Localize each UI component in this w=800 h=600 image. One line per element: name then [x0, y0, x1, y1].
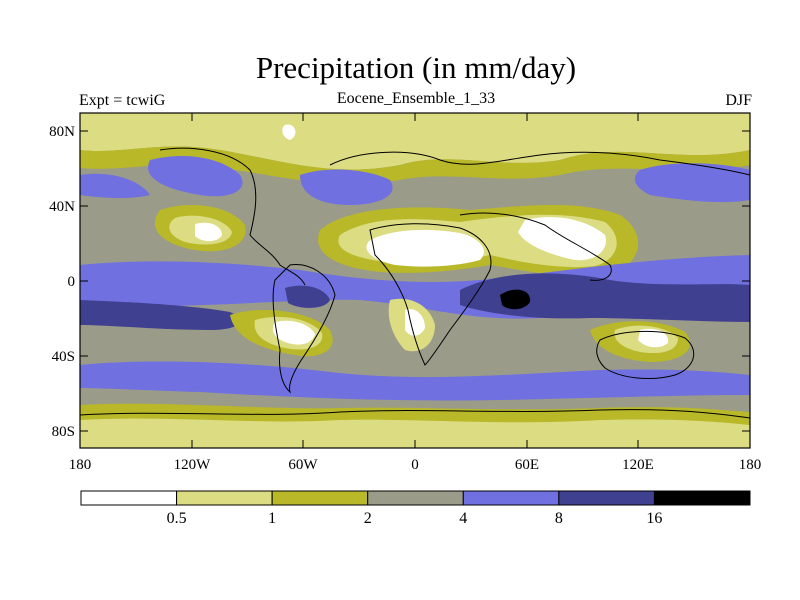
contour-band-below-0.5	[638, 328, 669, 348]
lon-tick-label: 0	[411, 457, 419, 473]
lat-tick-label: 40N	[49, 199, 75, 215]
colorbar-swatch	[558, 490, 655, 506]
south-america-coastline	[272, 264, 336, 394]
contour-band-below-0.5	[282, 124, 296, 140]
colorbar-label: 8	[555, 510, 563, 527]
north-america-coastline	[159, 147, 306, 286]
season-label: DJF	[725, 92, 752, 109]
colorbar-label: 0.5	[167, 510, 187, 527]
lat-tick-label: 40S	[52, 349, 75, 365]
contour-band-8-16	[460, 273, 750, 322]
coastline-layer	[80, 147, 750, 419]
lat-tick-label: 0	[68, 274, 76, 290]
antarctica-coastline	[80, 409, 750, 419]
contour-band-above-16	[500, 289, 531, 310]
contour-band-below-0.5	[366, 229, 484, 267]
ensemble-label: Eocene_Ensemble_1_33	[336, 90, 496, 107]
contour-band-0.5-1	[80, 418, 750, 448]
africa-coastline	[369, 223, 492, 366]
colorbar-label: 2	[364, 510, 372, 527]
colorbar-swatch	[271, 490, 369, 506]
contour-band-4-8	[300, 169, 393, 205]
australia-coastline	[596, 331, 695, 380]
contour-band-8-16	[285, 285, 330, 308]
plot-title: Precipitation (in mm/day)	[255, 50, 577, 85]
lon-tick-label: 60E	[515, 457, 539, 473]
colorbar: 0.5 1 2 4 8 16	[80, 490, 751, 527]
latitude-axis: 80N 40N 0 40S 80S	[49, 124, 750, 440]
contour-band-below-0.5	[518, 217, 606, 261]
lon-tick-label: 180	[739, 457, 762, 473]
lon-tick-label: 180	[69, 457, 92, 473]
contour-band-1-2	[80, 146, 750, 185]
colorbar-swatch	[80, 490, 178, 506]
contour-band-below-0.5	[405, 309, 425, 336]
eurasia-north-coastline	[329, 151, 750, 176]
lon-tick-label: 120E	[622, 457, 654, 473]
asia-south-coastline	[459, 212, 612, 281]
contour-band-4-8	[80, 173, 150, 199]
contour-band-0.5-1	[80, 113, 750, 170]
contour-band-4-8	[148, 155, 243, 197]
contour-band-4-8	[80, 361, 750, 401]
colorbar-label: 4	[459, 510, 467, 527]
lat-tick-label: 80S	[52, 424, 75, 440]
contour-fill-layer	[80, 113, 750, 448]
lon-tick-label: 60W	[288, 457, 318, 473]
colorbar-label: 1	[268, 510, 276, 527]
longitude-axis: 180 120W 60W 0 60E 120E 180	[69, 113, 762, 473]
experiment-label: Expt = tcwiG	[79, 92, 166, 109]
contour-band-4-8	[634, 163, 750, 203]
contour-band-below-0.5	[195, 222, 222, 242]
colorbar-swatch	[653, 490, 751, 506]
lon-tick-label: 120W	[174, 457, 212, 473]
colorbar-swatch	[367, 490, 464, 506]
contour-band-below-0.5	[272, 320, 315, 345]
contour-band-8-16	[80, 300, 241, 330]
lat-tick-label: 80N	[49, 124, 75, 140]
colorbar-swatch	[462, 490, 560, 506]
colorbar-swatch	[176, 490, 273, 506]
colorbar-label: 16	[646, 510, 662, 527]
